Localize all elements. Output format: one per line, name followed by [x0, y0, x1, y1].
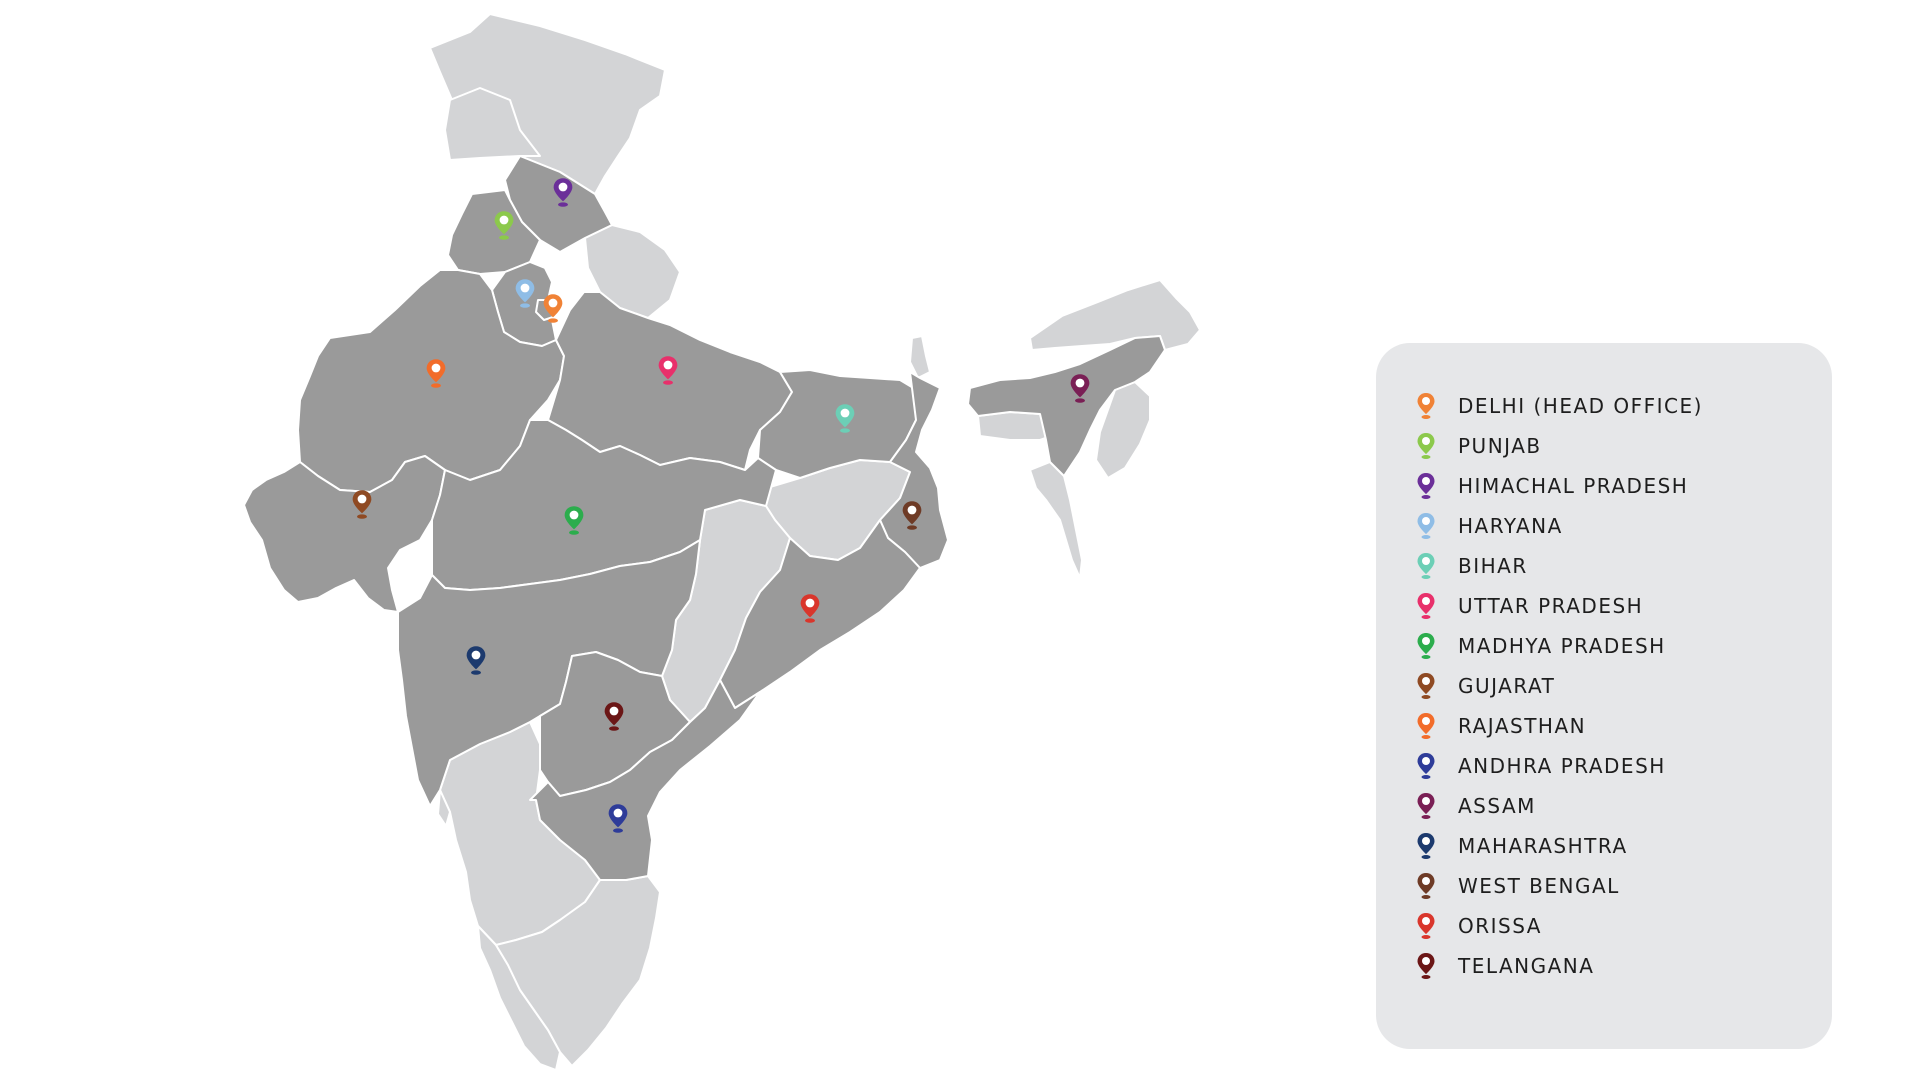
location-pin-icon [1070, 374, 1090, 403]
location-pin-icon [1416, 792, 1436, 820]
legend-item: MADHYA PRADESH [1416, 626, 1832, 666]
legend-item: WEST BENGAL [1416, 866, 1832, 906]
location-pin-icon [1416, 832, 1436, 860]
legend-item: UTTAR PRADESH [1416, 586, 1832, 626]
location-pin-icon [553, 178, 573, 207]
state-goa [437, 789, 451, 827]
location-pin-icon [426, 359, 446, 388]
legend-item: HIMACHAL PRADESH [1416, 466, 1832, 506]
legend-label: TELANGANA [1458, 954, 1595, 978]
location-pin-icon [604, 702, 624, 731]
state-west-bengal [879, 371, 949, 569]
location-pin-icon [1416, 472, 1436, 500]
legend-panel: DELHI (HEAD OFFICE) PUNJAB HIMACHAL PRADES… [1376, 343, 1832, 1049]
legend-item: MAHARASHTRA [1416, 826, 1832, 866]
legend-label: PUNJAB [1458, 434, 1542, 458]
state-ladakh-west [444, 87, 541, 161]
location-pin-icon [902, 501, 922, 530]
location-pin-icon [1416, 912, 1436, 940]
legend-label: GUJARAT [1458, 674, 1556, 698]
state-assam [967, 335, 1166, 477]
location-pin-icon [543, 294, 563, 323]
state-mizoram-tripura [1029, 461, 1083, 579]
location-pin-icon [1416, 392, 1436, 420]
state-sikkim [909, 335, 931, 379]
legend-item: ASSAM [1416, 786, 1832, 826]
legend-item: ANDHRA PRADESH [1416, 746, 1832, 786]
location-pin-icon [1416, 872, 1436, 900]
state-bihar [757, 369, 921, 479]
location-pin-icon [1416, 552, 1436, 580]
location-pin-icon [466, 646, 486, 675]
legend-item: HARYANA [1416, 506, 1832, 546]
location-pin-icon [835, 404, 855, 433]
state-uttarakhand [584, 224, 681, 319]
legend-label: HARYANA [1458, 514, 1563, 538]
location-pin-icon [1416, 632, 1436, 660]
location-pin-icon [494, 211, 514, 240]
location-pin-icon [800, 594, 820, 623]
location-pin-icon [1416, 672, 1436, 700]
legend-item: RAJASTHAN [1416, 706, 1832, 746]
state-tamil-nadu [495, 875, 661, 1067]
legend-item: GUJARAT [1416, 666, 1832, 706]
state-gujarat [243, 455, 446, 613]
legend-item: BIHAR [1416, 546, 1832, 586]
location-pin-icon [515, 279, 535, 308]
legend-label: ORISSA [1458, 914, 1542, 938]
location-pin-icon [1416, 712, 1436, 740]
location-pin-icon [608, 804, 628, 833]
location-pin-icon [352, 490, 372, 519]
state-nagaland-manipur [1095, 381, 1151, 479]
state-arunachal [1029, 279, 1201, 351]
legend-label: BIHAR [1458, 554, 1528, 578]
location-pin-icon [658, 356, 678, 385]
legend-label: DELHI (HEAD OFFICE) [1458, 394, 1703, 418]
legend-label: WEST BENGAL [1458, 874, 1620, 898]
legend-label: ASSAM [1458, 794, 1536, 818]
legend-item: ORISSA [1416, 906, 1832, 946]
legend-item: TELANGANA [1416, 946, 1832, 986]
legend-label: HIMACHAL PRADESH [1458, 474, 1689, 498]
legend-item: PUNJAB [1416, 426, 1832, 466]
location-pin-icon [1416, 592, 1436, 620]
highlighted-states-layer [243, 155, 1166, 881]
location-pin-icon [1416, 752, 1436, 780]
legend-label: UTTAR PRADESH [1458, 594, 1644, 618]
map-markers-layer [352, 178, 1090, 833]
location-pin-icon [564, 506, 584, 535]
legend-label: MADHYA PRADESH [1458, 634, 1666, 658]
location-pin-icon [1416, 952, 1436, 980]
legend-label: RAJASTHAN [1458, 714, 1587, 738]
location-pin-icon [1416, 512, 1436, 540]
legend-label: ANDHRA PRADESH [1458, 754, 1666, 778]
legend-list: DELHI (HEAD OFFICE) PUNJAB HIMACHAL PRADES… [1416, 386, 1832, 986]
legend-label: MAHARASHTRA [1458, 834, 1628, 858]
location-pin-icon [1416, 432, 1436, 460]
legend-item: DELHI (HEAD OFFICE) [1416, 386, 1832, 426]
state-andhra-pradesh [529, 679, 761, 881]
